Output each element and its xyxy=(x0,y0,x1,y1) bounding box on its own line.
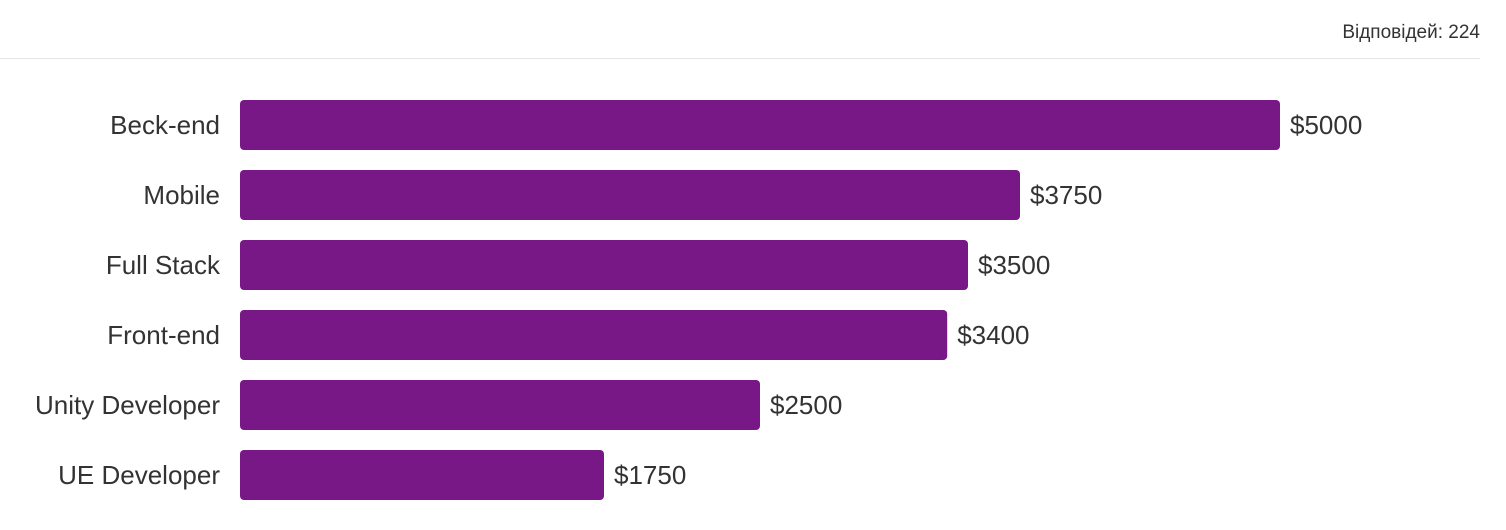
value-label-ue-developer: $1750 xyxy=(614,460,686,490)
category-label-beck-end: Beck-end xyxy=(110,110,220,140)
responses-count: Відповідей: 224 xyxy=(1342,22,1480,44)
category-label-mobile: Mobile xyxy=(143,180,220,210)
category-label-ue-developer: UE Developer xyxy=(58,460,220,490)
bar-mobile xyxy=(240,170,1020,220)
responses-label: Відповідей: xyxy=(1342,22,1444,43)
bar-front-end xyxy=(240,310,948,360)
bar-beck-end xyxy=(240,100,1280,150)
bar-ue-developer xyxy=(240,450,604,500)
value-label-front-end: $3400 xyxy=(957,320,1029,350)
chart-header: Відповідей: 224 xyxy=(0,0,1480,59)
category-label-full-stack: Full Stack xyxy=(106,250,221,280)
bar-full-stack xyxy=(240,240,968,290)
value-label-unity-developer: $2500 xyxy=(770,390,842,420)
value-label-mobile: $3750 xyxy=(1030,180,1102,210)
bar-unity-developer xyxy=(240,380,760,430)
category-label-unity-developer: Unity Developer xyxy=(35,390,220,420)
value-label-beck-end: $5000 xyxy=(1290,110,1362,140)
value-label-full-stack: $3500 xyxy=(978,250,1050,280)
responses-number: 224 xyxy=(1448,22,1480,43)
category-label-front-end: Front-end xyxy=(107,320,220,350)
